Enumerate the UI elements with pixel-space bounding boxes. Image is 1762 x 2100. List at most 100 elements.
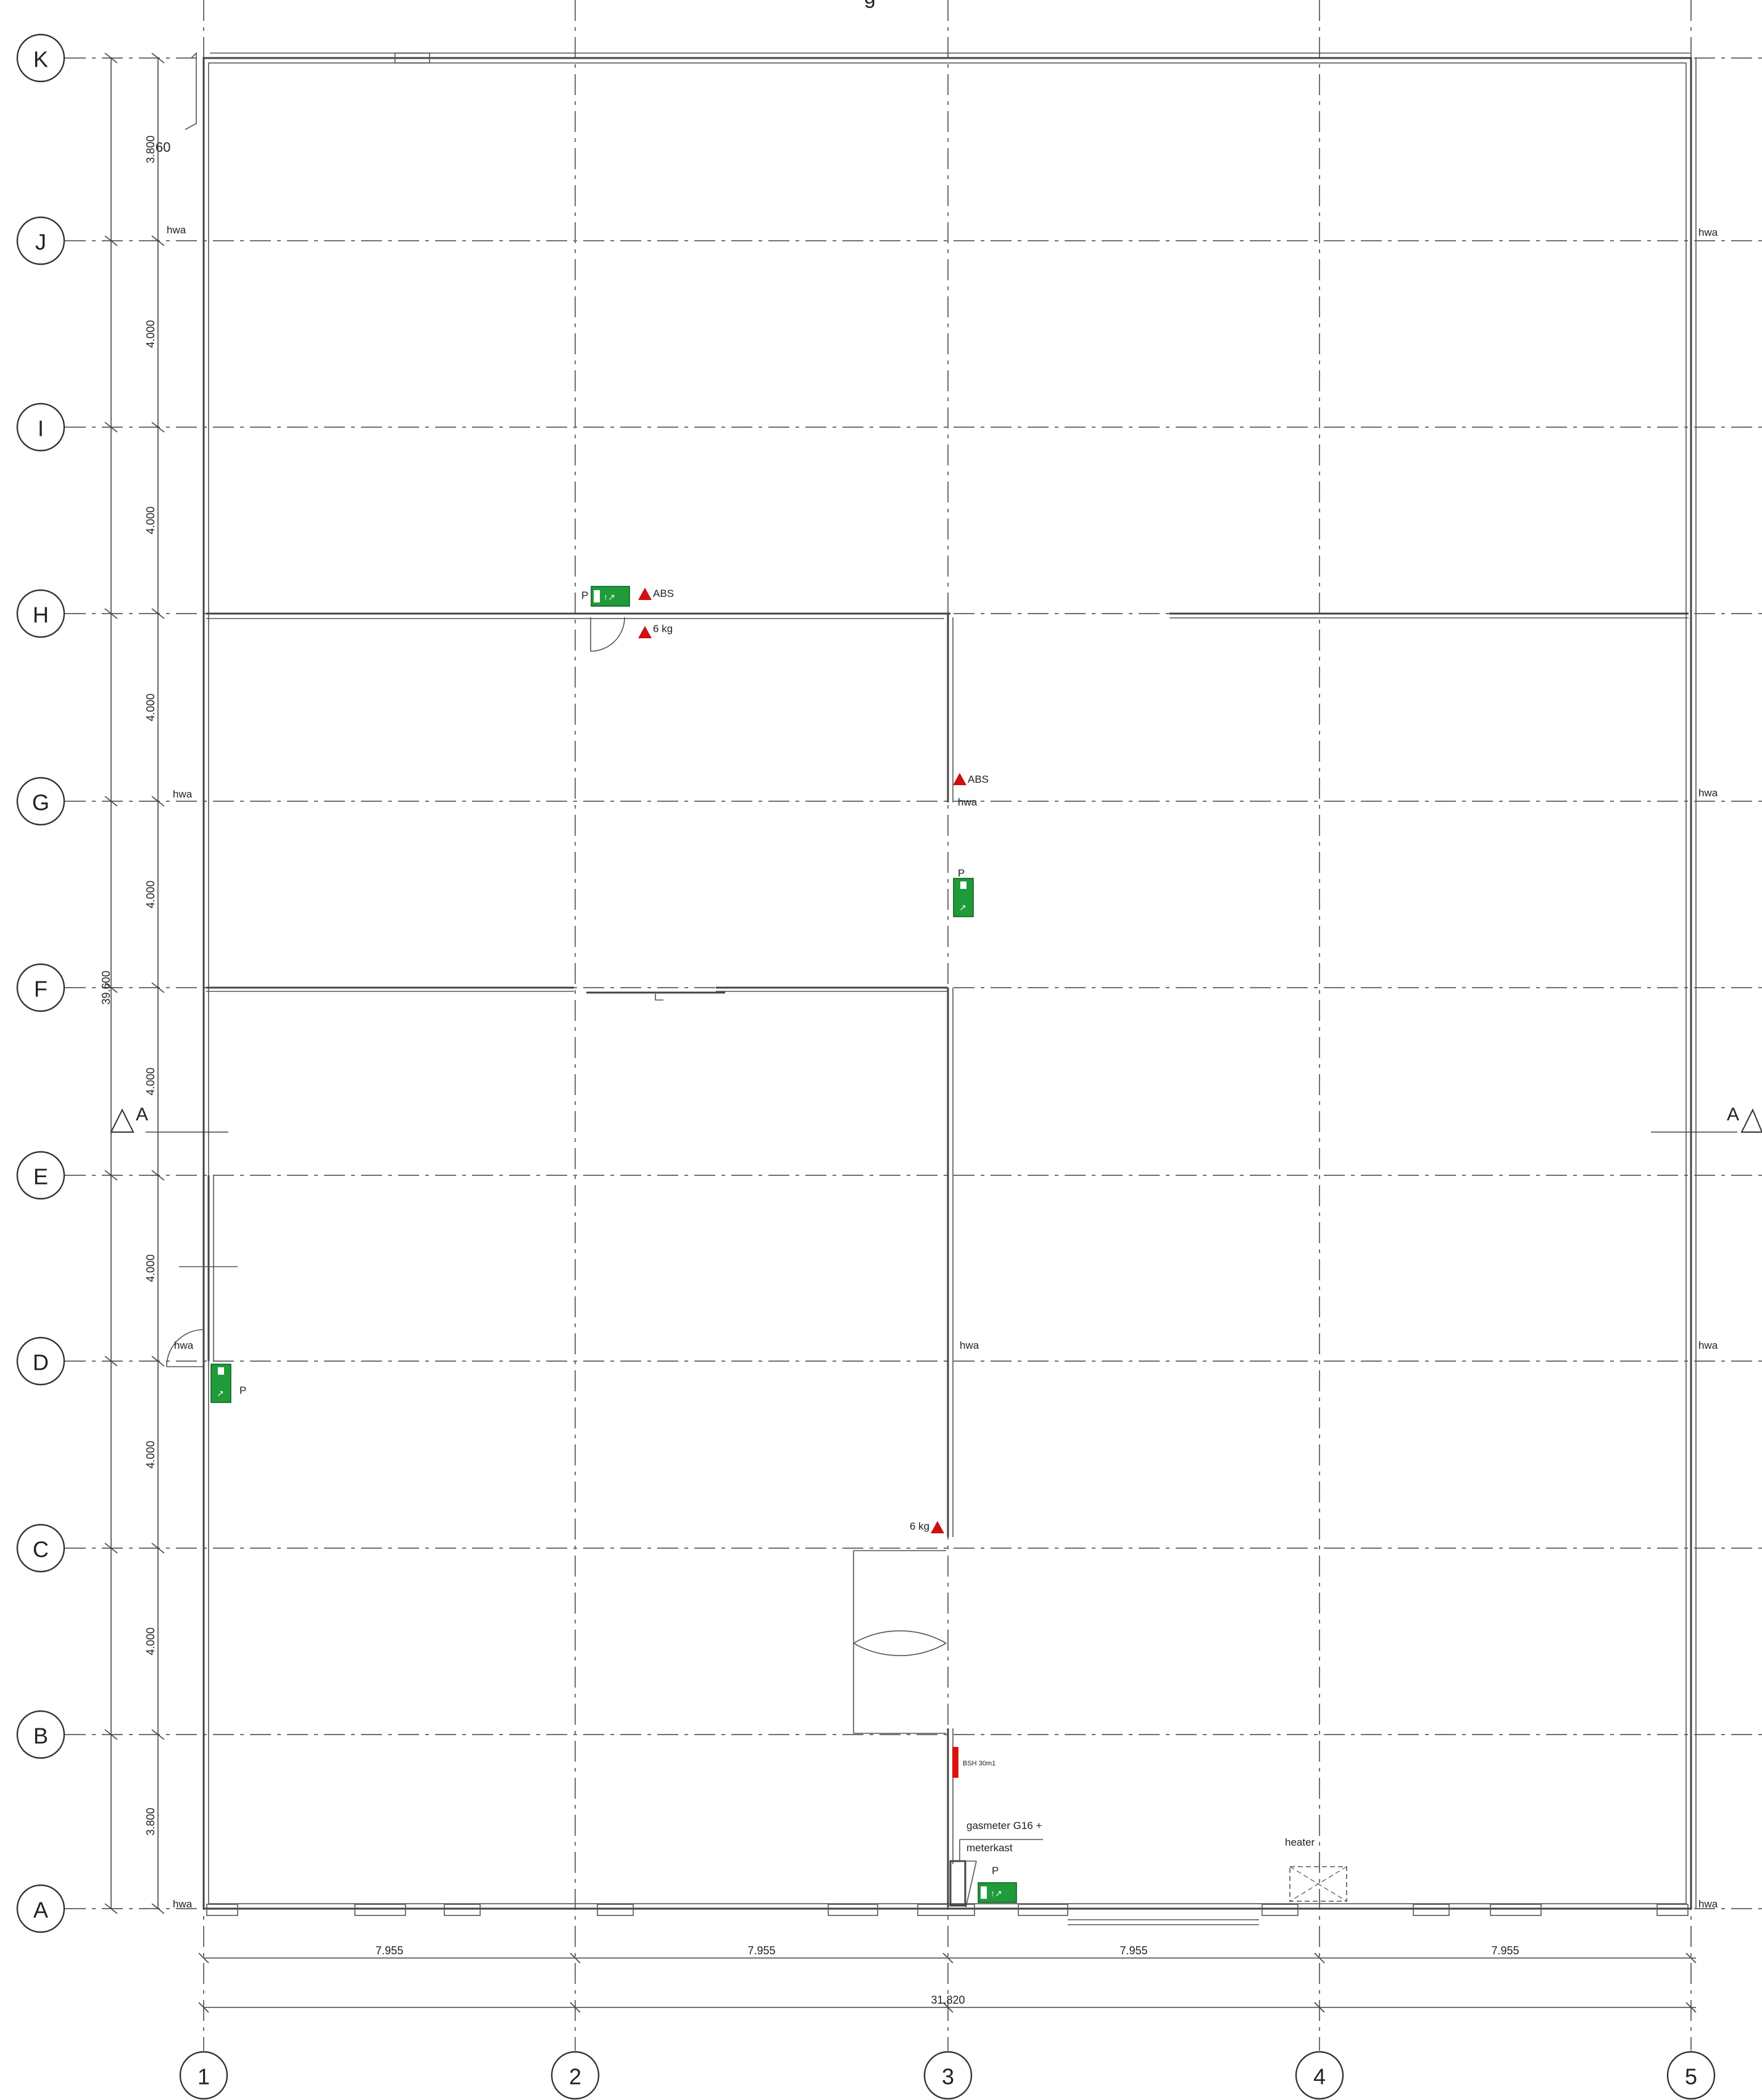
extinguisher-label-h: 6 kg [653, 623, 673, 635]
vertical-dimension-label: 3.800 [144, 1807, 157, 1835]
grid-bubble-row-C: C [16, 1523, 65, 1573]
grid-label-row-G: G [32, 790, 49, 815]
pressure-label-d: P [239, 1385, 246, 1396]
grid-label-row-C: C [33, 1537, 49, 1562]
fire-rating-tag: 60 [156, 52, 197, 155]
grid-bubble-row-I: I [16, 402, 65, 452]
vertical-dimension-label: 4.000 [144, 1627, 157, 1655]
horizontal-dimension-label: 7.955 [1491, 1944, 1519, 1957]
outer-walls [202, 52, 1697, 1910]
hwa-label: hwa [1698, 787, 1718, 799]
extinguisher-triangle-c [931, 1521, 944, 1533]
abs-triangle-g [953, 773, 966, 785]
pressure-label-h: P [581, 590, 588, 601]
grid-bubble-row-K: K [16, 33, 65, 83]
extinguisher-label-c: 6 kg [910, 1520, 929, 1532]
grid-label-col-3: 3 [942, 2064, 954, 2090]
grid-bubble-row-A: A [16, 1884, 65, 1933]
section-marker-right: A [1651, 1104, 1762, 1133]
hwa-label: hwa [167, 224, 186, 236]
vertical-dimension-label: 3.800 [144, 135, 157, 163]
grid-label-col-2: 2 [569, 2064, 581, 2090]
grid-bubble-row-D: D [16, 1336, 65, 1386]
exit-sign-a: ↑↗ [978, 1882, 1017, 1903]
hwa-label: hwa [174, 1340, 194, 1351]
row-bubbles: K J I H G F E D C B A [16, 33, 65, 1933]
double-door-upper[interactable] [853, 1551, 947, 1656]
grid-bubble-col-3: 3 [923, 2051, 973, 2100]
grid-label-row-A: A [33, 1898, 48, 1923]
grid-label-col-1: 1 [197, 2064, 210, 2090]
column-bubbles: 1 2 3 4 5 [179, 2051, 1716, 2100]
overall-horizontal-dimension: 31.820 [931, 1994, 965, 2006]
pressure-label-g: P [958, 867, 965, 879]
overall-vertical-dimension: 39.600 [100, 970, 112, 1004]
hwa-label: hwa [1698, 1340, 1718, 1351]
gasmeter-label-1: gasmeter G16 + [966, 1820, 1042, 1831]
grid-bubble-row-H: H [16, 589, 65, 638]
doors [166, 617, 947, 1734]
pressure-label-a: P [992, 1865, 999, 1877]
hose-reel-label: BSH 30m1 [963, 1760, 995, 1767]
abs-label-h: ABS [653, 588, 674, 599]
vertical-dimension-label: 4.000 [144, 693, 157, 721]
hwa-label: hwa [1698, 227, 1718, 238]
exit-sign-h: ↑↗ [591, 586, 630, 607]
grid-label-row-D: D [33, 1350, 49, 1375]
grid-label-row-J: J [35, 230, 46, 255]
grid-bubble-row-G: G [16, 777, 65, 826]
vertical-dimension-label: 4.000 [144, 1067, 157, 1095]
hose-reel-icon [952, 1747, 958, 1778]
abs-triangle-h [638, 588, 652, 600]
grid-bubble-col-1: 1 [179, 2051, 228, 2100]
grid-rows [65, 52, 1762, 1914]
hwa-label: hwa [1698, 1898, 1718, 1910]
grid-label-row-I: I [38, 416, 44, 441]
gasmeter-label-2: meterkast [966, 1842, 1013, 1854]
svg-text:↑↗: ↑↗ [604, 592, 615, 602]
horizontal-dimension-chain [204, 1957, 1696, 2008]
double-door-lower[interactable] [853, 1630, 947, 1733]
grid-bubble-row-B: B [16, 1710, 65, 1759]
grid-label-row-E: E [33, 1164, 48, 1190]
section-label-left: A [136, 1104, 148, 1125]
horizontal-dimension-label: 7.955 [375, 1944, 403, 1957]
svg-text:↗: ↗ [959, 902, 966, 912]
extinguisher-triangle-h [638, 626, 652, 638]
vertical-dimension-labels: 3.800 4.000 4.000 4.000 4.000 4.000 4.000 4.000… [144, 135, 157, 1835]
hwa-label: hwa [960, 1340, 979, 1351]
grid-label-col-4: 4 [1313, 2064, 1326, 2090]
grid-label-col-5: 5 [1685, 2064, 1697, 2090]
grid-label-row-B: B [33, 1723, 48, 1749]
vertical-dimension-label: 4.000 [144, 880, 157, 908]
heater-label: heater [1285, 1836, 1315, 1848]
hwa-label: hwa [958, 796, 978, 808]
hwa-labels: hwa hwa hwa hwa hwa hwa hwa hwa hwa hwa [167, 224, 1718, 1910]
vertical-dimension-label: 4.000 [144, 1254, 157, 1282]
grid-bubble-row-E: E [16, 1151, 65, 1200]
grid-bubble-row-J: J [16, 216, 65, 265]
section-label-right: A [1727, 1104, 1739, 1125]
grid-bubble-col-2: 2 [551, 2051, 600, 2100]
svg-text:↑↗: ↑↗ [991, 1888, 1002, 1898]
hwa-label: hwa [173, 788, 193, 800]
exit-sign-d: ↗ [210, 1364, 231, 1403]
grid-label-row-F: F [34, 977, 48, 1002]
interior-walls [179, 612, 1689, 1925]
grid-label-row-H: H [33, 602, 49, 628]
hwa-label: hwa [173, 1898, 193, 1910]
vertical-dimension-label: 4.000 [144, 506, 157, 534]
heater: heater [1285, 1836, 1347, 1902]
vertical-dimension-chain [110, 58, 159, 1909]
grid-bubble-row-F: F [16, 963, 65, 1012]
horizontal-dimension-label: 7.955 [747, 1944, 775, 1957]
door-h-corridor[interactable] [590, 617, 625, 652]
door-d-exterior[interactable] [166, 1329, 204, 1367]
svg-text:↗: ↗ [217, 1388, 224, 1398]
windows-bottom [206, 52, 1689, 1916]
grid-label-row-K: K [33, 47, 48, 72]
grid-bubble-col-4: 4 [1295, 2051, 1344, 2100]
title-fragment: g [864, 0, 876, 9]
horizontal-dimension-label: 7.955 [1120, 1944, 1147, 1957]
